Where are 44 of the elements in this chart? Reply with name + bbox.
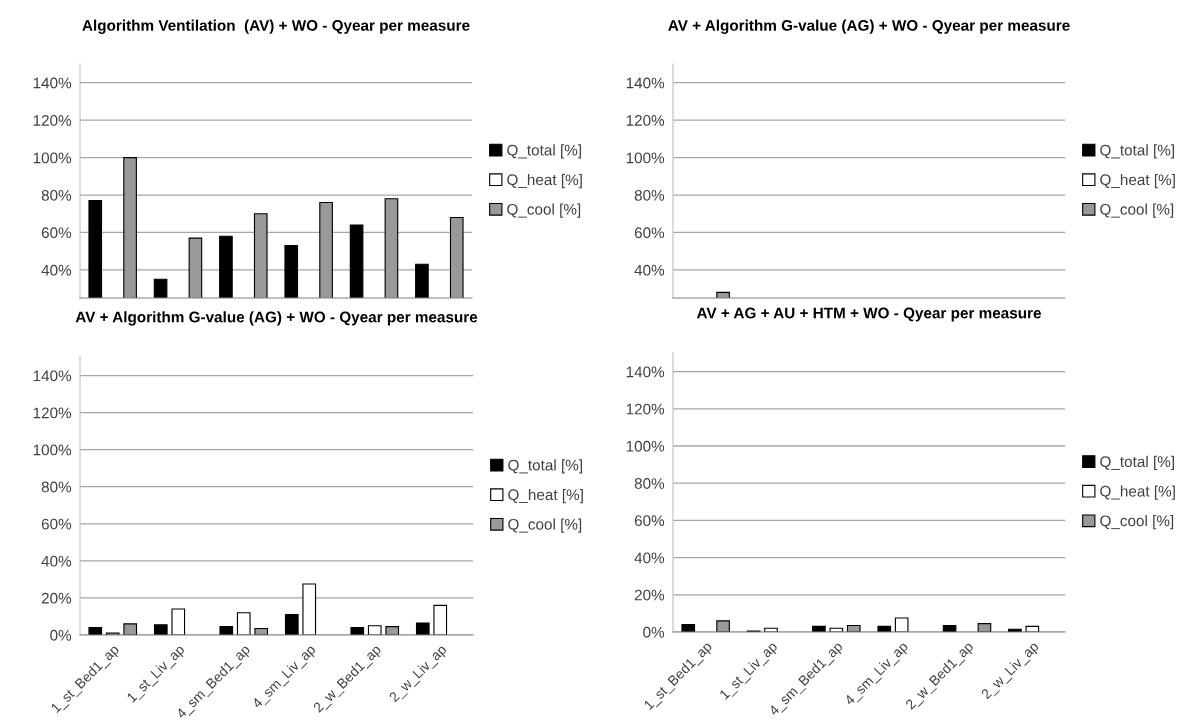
legend-label: Q_cool [%] [507,203,581,218]
legend-label: Q_heat [%] [508,488,583,504]
legend-label: Q_total [%] [508,459,582,474]
y-tick-label: 100% [33,152,72,164]
y-tick-label: 40% [634,552,665,564]
y-tick-label: 120% [33,115,72,126]
legend-label: Q_heat [%] [1100,485,1175,500]
legend-label: Q_total [%] [1100,455,1174,471]
legend-label: Q_total [%] [1100,144,1174,159]
y-tick-label: 100% [626,152,665,164]
y-tick-label: 60% [634,515,665,527]
y-tick-label: 120% [33,407,72,419]
y-tick-label: 100% [33,444,72,456]
y-tick-label: 0% [643,626,665,638]
y-tick-label: 120% [626,403,665,415]
y-tick-label: 60% [41,518,72,530]
y-tick-label: 140% [33,370,72,382]
chart-title: Algorithm Ventilation (AV) + WO - Qyear per measure [82,19,470,34]
y-tick-label: 80% [634,478,665,489]
legend-label: Q_total [%] [507,144,581,159]
y-tick-label: 80% [41,189,72,201]
y-tick-label: 140% [626,366,665,378]
legend-label: Q_cool [%] [1100,203,1174,218]
chart-title: AV + AG + AU + HTM + WO - Qyear per measure [696,307,1041,322]
y-tick-label: 140% [626,77,665,89]
legend-label: Q_cool [%] [1100,515,1174,530]
y-tick-label: 20% [41,592,72,604]
y-tick-label: 40% [41,264,72,276]
legend-label: Q_heat [%] [1100,173,1175,189]
legend-label: Q_heat [%] [507,173,582,189]
y-tick-label: 20% [634,589,665,601]
y-tick-label: 80% [41,481,72,493]
y-tick-label: 60% [41,227,72,239]
y-tick-label: 40% [634,264,665,276]
y-tick-label: 140% [33,77,72,89]
y-tick-label: 80% [634,189,665,201]
y-tick-label: 0% [50,629,72,641]
chart-title: AV + Algorithm G-value (AG) + WO - Qyear per measure [668,19,1070,34]
chart-title: AV + Algorithm G-value (AG) + WO - Qyear per measure [75,311,478,326]
legend-label: Q_cool [%] [508,518,582,533]
y-tick-label: 120% [626,115,665,126]
y-tick-label: 40% [41,555,72,567]
y-tick-label: 60% [634,227,665,239]
y-tick-label: 100% [626,440,665,452]
